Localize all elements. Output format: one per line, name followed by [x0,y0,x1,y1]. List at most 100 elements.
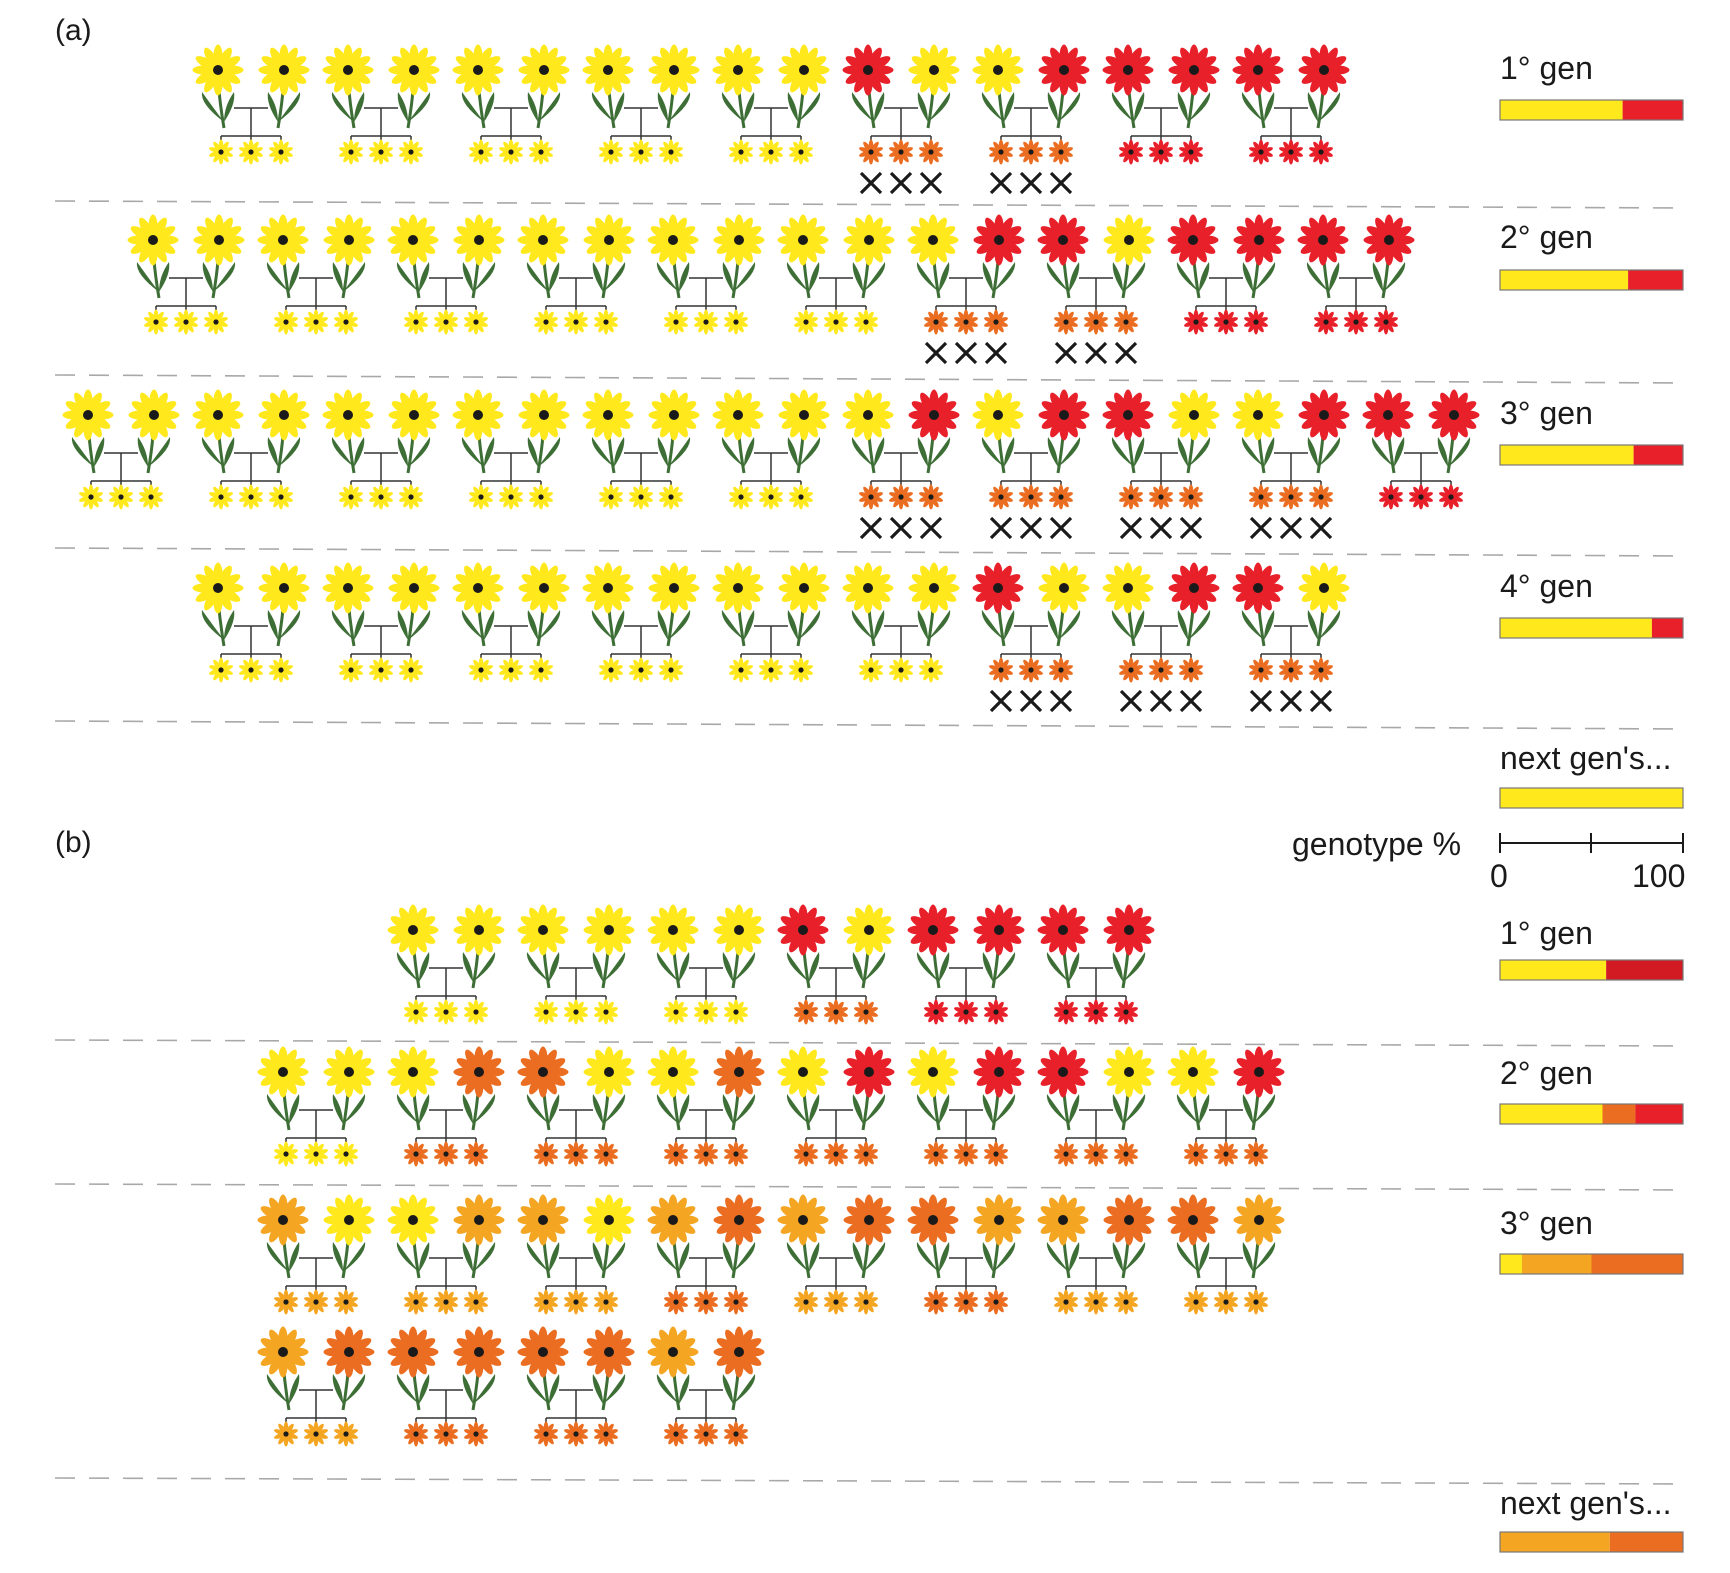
panel-a-gen-3-pair-7-offspring-2 [888,485,913,510]
offspring-center [378,667,383,672]
flower-center [733,410,743,420]
offspring-center [348,494,353,499]
offspring-center [1258,494,1263,499]
panel-a-gen-3-pair-5-parent-left [583,390,634,474]
offspring-center [608,149,613,154]
panel-a-gen-3-pair-9-offspring-3 [1178,485,1203,510]
flower-center [604,1067,614,1077]
offspring-center [673,1151,678,1156]
leaf [94,437,104,467]
offspring-center [603,1299,608,1304]
panel-a-gen-4-pair-9-dead-mark-1 [1251,691,1271,711]
leaf [463,952,473,982]
leaf [268,92,278,122]
panel-a-gen-1-pair-6-offspring-2 [888,140,913,165]
panel-b-gen-3-pair-8-offspring-2 [1213,1290,1238,1315]
leaf [1264,610,1274,640]
leaf [874,610,884,640]
leaf [1308,610,1318,640]
flower-center [1383,410,1393,420]
offspring-center [1158,667,1163,672]
panel-a-gen-3-pair-8-offspring-1 [988,485,1013,510]
leaf [549,1094,559,1124]
leaf [1264,92,1274,122]
offspring-center [1188,494,1193,499]
panel-a-gen-1-pair-7-offspring-2 [1018,140,1043,165]
panel-a-gen-3-pair-11-offspring-2 [1408,485,1433,510]
flower-center [604,235,614,245]
panel-a-gen-4-pair-7-dead-mark-1 [991,691,1011,711]
leaf [1373,262,1383,292]
panel-b-gen-3-pair-3-parent-left [518,1195,569,1279]
panel-a-gen-2-pair-5-offspring-3 [723,310,748,335]
panel-a-gen-3-pair-9-dead-mark-1 [1121,518,1141,538]
leaf [419,952,429,982]
panel-b-gen-2-pair-3-parent-left [518,1047,569,1131]
offspring-center [408,667,413,672]
leaf [419,1242,429,1272]
offspring-center [928,494,933,499]
offspring-center [673,319,678,324]
offspring-center [378,149,383,154]
leaf [1199,1242,1209,1272]
leaf [788,92,798,122]
panel-a-gen-2-pair-7-dead-mark-1 [926,343,946,363]
leaf [1004,92,1014,122]
offspring-center [408,149,413,154]
offspring-center [348,667,353,672]
offspring-center [733,1009,738,1014]
flower-center [864,235,874,245]
flower-center [539,65,549,75]
leaf [1199,1094,1209,1124]
panel-a-gen-3-pair-6-parent-left [713,390,764,474]
flower-center [1124,925,1134,935]
panel-a-gen-4-pair-6-offspring-2 [888,658,913,683]
flower-center [538,925,548,935]
flower-center [408,925,418,935]
panel-a-gen-3-pair-2-offspring-1 [208,485,233,510]
panel-a-gen-4-pair-5-offspring-3 [788,658,813,683]
leaf [484,437,494,467]
panel-b-gen-2-pair-3-offspring-3 [593,1142,618,1167]
panel-a-gen-3-pair-1-parent-right [129,390,180,474]
panel-a-gen-3-pair-2-offspring-3 [268,485,293,510]
offspring-center [928,667,933,672]
offspring-center [1063,1009,1068,1014]
offspring-center [863,1299,868,1304]
flower-center [798,925,808,935]
offspring-center [543,1431,548,1436]
panel-b-gen-1-pair-5-offspring-1 [923,1000,948,1025]
panel-a-gen-3-pair-4-parent-right [519,390,570,474]
panel-a-gen-4-pair-2-offspring-3 [398,658,423,683]
panel-b-gen-3-cont-pair-1-parent-left [258,1327,309,1411]
panel-b-gen-3-pair-4-parent-left [648,1195,699,1279]
panel-a-gen-3-pair-10-offspring-1 [1248,485,1273,510]
panel-a-gen-3-pair-4-offspring-3 [528,485,553,510]
panel-a-gen-3-pair-7-offspring-3 [918,485,943,510]
leaf [289,1094,299,1124]
panel-b-gen-2-pair-3-offspring-1 [533,1142,558,1167]
leaf [398,92,408,122]
offspring-center [863,319,868,324]
panel-a-gen-3-pair-9-dead-mark-3 [1181,518,1201,538]
flower-center [148,235,158,245]
leaf [983,1094,993,1124]
offspring-center [1318,667,1323,672]
offspring-center [473,1151,478,1156]
flower-center [993,583,1003,593]
offspring-center [768,494,773,499]
leaf [874,92,884,122]
flower-center [864,1215,874,1225]
panel-a-gen-4-pair-3-offspring-3 [528,658,553,683]
panel-b-gen-2-pair-8-offspring-3 [1243,1142,1268,1167]
panel-a-gen-3-pair-7-dead-mark-3 [921,518,941,538]
panel-a-gen-3-pair-7-offspring-1 [858,485,883,510]
panel-a-gen-3-pair-5-parent-right [649,390,700,474]
leaf [1308,92,1318,122]
leaf [1243,262,1253,292]
panel-b-gen-3-cont-pair-2-offspring-3 [463,1422,488,1447]
leaf [1394,437,1404,467]
panel-a-gen-4-pair-4-parent-right [649,563,700,647]
panel-a-gen-4-pair-6-parent-right [909,563,960,647]
